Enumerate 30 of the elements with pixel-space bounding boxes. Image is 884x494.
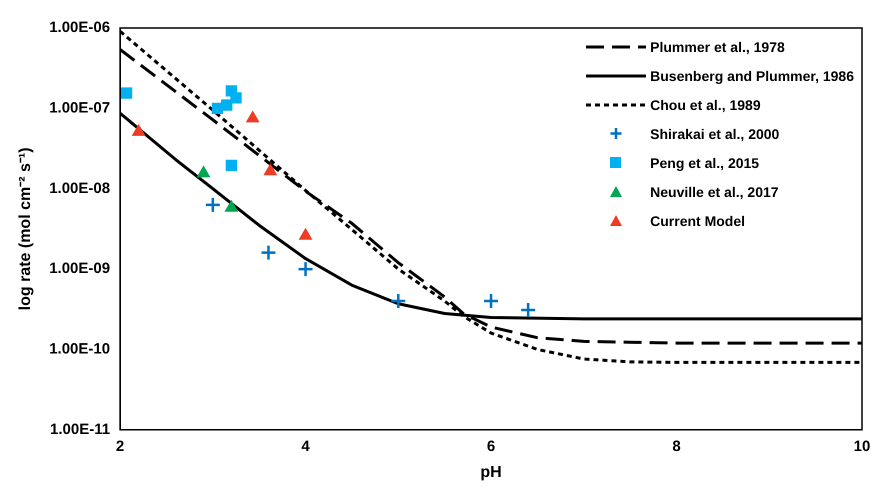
x-tick-label: 2 — [116, 438, 124, 455]
x-tick-label: 8 — [672, 438, 681, 455]
point — [482, 292, 500, 310]
legend-label: Peng et al., 2015 — [650, 154, 760, 170]
point — [204, 196, 222, 214]
legend-label: Shirakai et al., 2000 — [650, 126, 780, 142]
point — [230, 92, 242, 104]
legend-label: Chou et al., 1989 — [650, 96, 761, 112]
y-tick-label: 1.00E-06 — [49, 19, 110, 36]
point — [120, 87, 132, 99]
y-tick-label: 1.00E-11 — [50, 420, 110, 438]
x-tick-label: 10 — [854, 438, 870, 455]
legend-label: Busenberg and Plummer, 1986 — [650, 68, 854, 84]
point — [520, 302, 536, 318]
x-axis-title: pH — [480, 464, 502, 481]
y-tick-label: 1.00E-08 — [49, 180, 110, 197]
legend-label: Neuville et al., 2017 — [650, 184, 779, 200]
y-tick-label: 1.00E-10 — [49, 340, 110, 358]
y-tick-label: 1.00E-09 — [49, 260, 110, 278]
point — [221, 99, 232, 111]
point — [226, 160, 238, 172]
point — [390, 292, 407, 310]
y-tick-label: 1.00E-07 — [49, 100, 110, 116]
point — [297, 260, 314, 278]
legend-label: Plummer et al., 1978 — [650, 38, 785, 54]
legend-label: Current Model — [650, 212, 746, 228]
x-tick-label: 4 — [301, 438, 310, 455]
y-axis-title: log rate (mol cm⁻² s⁻¹) — [17, 147, 34, 310]
point — [260, 244, 277, 261]
x-tick-label: 6 — [486, 438, 496, 455]
